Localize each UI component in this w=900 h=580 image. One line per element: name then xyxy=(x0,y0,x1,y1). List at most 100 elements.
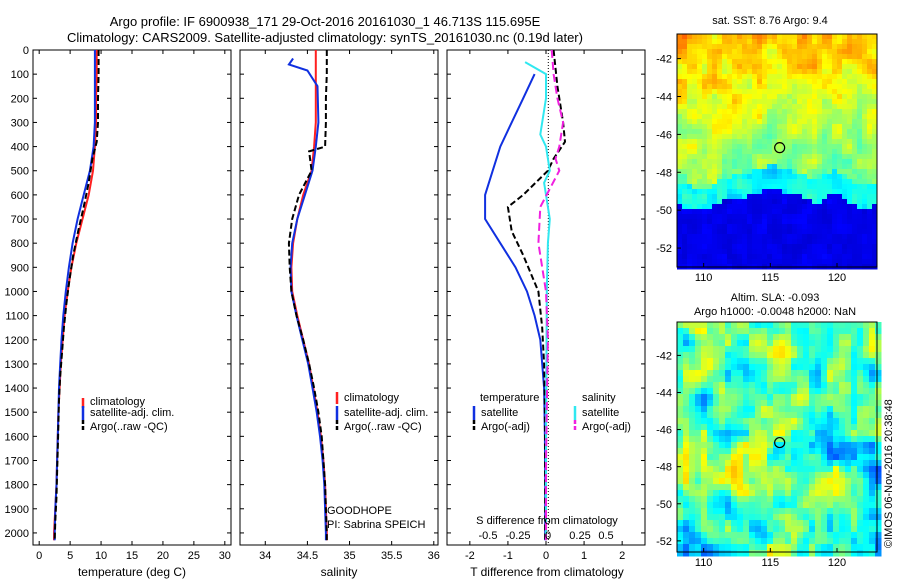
map-cell xyxy=(837,259,843,265)
map-cell xyxy=(827,244,833,250)
map-cell xyxy=(757,94,763,100)
map-cell xyxy=(683,478,690,485)
map-cell xyxy=(687,114,693,120)
map-cell xyxy=(707,144,713,150)
map-cell xyxy=(737,526,744,533)
map-cell xyxy=(847,194,853,200)
map-cell xyxy=(839,382,846,389)
map-cell xyxy=(767,154,773,160)
map-cell xyxy=(707,376,714,383)
map-cell xyxy=(792,139,798,145)
map-y-tick-label: -48 xyxy=(656,462,672,474)
difference-lines xyxy=(484,50,567,541)
map-cell xyxy=(857,174,863,180)
map-cell xyxy=(762,49,768,55)
temperature-axes-frame xyxy=(32,49,232,546)
map-cell xyxy=(752,129,758,135)
map-cell xyxy=(782,99,788,105)
map-cell xyxy=(827,124,833,130)
map-cell xyxy=(812,84,818,90)
map-cell xyxy=(847,224,853,230)
map-cell xyxy=(812,104,818,110)
series-line xyxy=(537,50,565,541)
map-cell xyxy=(761,376,768,383)
map-cell xyxy=(689,370,696,377)
map-cell xyxy=(867,169,873,175)
map-cell xyxy=(857,239,863,245)
map-cell xyxy=(695,370,702,377)
map-cell xyxy=(832,224,838,230)
map-cell xyxy=(792,249,798,255)
map-cell xyxy=(797,229,803,235)
map-cell xyxy=(792,234,798,240)
map-cell xyxy=(867,259,873,265)
map-cell xyxy=(772,164,778,170)
map-cell xyxy=(773,448,780,455)
map-cell xyxy=(677,254,683,260)
map-cell xyxy=(719,412,726,419)
map-cell xyxy=(761,538,768,545)
map-cell xyxy=(717,174,723,180)
map-cell xyxy=(797,430,804,437)
map-cell xyxy=(812,34,818,40)
map-cell xyxy=(767,526,774,533)
map-cell xyxy=(692,129,698,135)
map-cell xyxy=(689,454,696,461)
map-cell xyxy=(692,234,698,240)
map-cell xyxy=(787,224,793,230)
map-cell xyxy=(862,99,868,105)
map-cell xyxy=(792,174,798,180)
map-cell xyxy=(747,89,753,95)
map-cell xyxy=(833,472,840,479)
map-cell xyxy=(772,34,778,40)
map-cell xyxy=(767,49,773,55)
map-cell xyxy=(757,79,763,85)
map-cell xyxy=(727,259,733,265)
map-cell xyxy=(872,169,878,175)
map-cell xyxy=(827,400,834,407)
map-cell xyxy=(851,508,858,515)
map-cell xyxy=(837,99,843,105)
map-cell xyxy=(845,442,852,449)
map-cell xyxy=(872,199,878,205)
map-cell xyxy=(791,418,798,425)
map-cell xyxy=(815,436,822,443)
map-cell xyxy=(857,64,863,70)
map-cell xyxy=(869,460,876,467)
map-cell xyxy=(767,358,774,365)
map-cell xyxy=(697,179,703,185)
map-cell xyxy=(862,219,868,225)
map-cell xyxy=(717,124,723,130)
sst-map-image xyxy=(677,34,878,270)
map-cell xyxy=(827,154,833,160)
map-cell xyxy=(755,370,762,377)
map-cell xyxy=(707,502,714,509)
map-cell xyxy=(737,376,744,383)
map-cell xyxy=(687,139,693,145)
map-cell xyxy=(713,376,720,383)
map-cell xyxy=(752,214,758,220)
map-cell xyxy=(857,194,863,200)
map-cell xyxy=(832,234,838,240)
map-cell xyxy=(762,104,768,110)
map-cell xyxy=(842,224,848,230)
map-cell xyxy=(697,244,703,250)
map-cell xyxy=(862,239,868,245)
map-cell xyxy=(742,124,748,130)
map-cell xyxy=(852,119,858,125)
map-cell xyxy=(752,224,758,230)
map-cell xyxy=(833,520,840,527)
map-cell xyxy=(747,119,753,125)
map-cell xyxy=(692,99,698,105)
x-tick-label: 34 xyxy=(259,550,271,562)
map-cell xyxy=(767,229,773,235)
map-cell xyxy=(767,508,774,515)
map-cell xyxy=(782,204,788,210)
map-cell xyxy=(863,484,870,491)
map-cell xyxy=(749,430,756,437)
map-cell xyxy=(847,109,853,115)
map-cell xyxy=(773,466,780,473)
map-cell xyxy=(857,418,864,425)
map-cell xyxy=(837,204,843,210)
map-cell xyxy=(707,94,713,100)
